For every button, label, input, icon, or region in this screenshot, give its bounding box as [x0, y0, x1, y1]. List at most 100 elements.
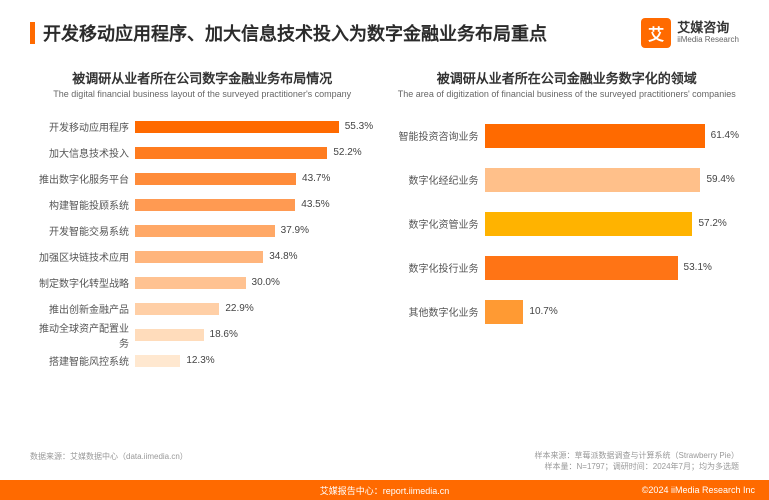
bar-label: 数字化投行业务 — [395, 260, 485, 275]
bar — [485, 124, 705, 148]
bar-label: 加强区块链技术应用 — [30, 249, 135, 264]
bar-value: 30.0% — [252, 277, 280, 288]
footer-right-2: 样本量：N=1797；调研时间：2024年7月；均为多选题 — [535, 462, 739, 472]
bar-value: 59.4% — [706, 174, 734, 185]
bar-row: 构建智能投顾系统 43.5% — [30, 192, 375, 218]
bar-label: 智能投资咨询业务 — [395, 128, 485, 143]
bar-label: 推出创新金融产品 — [30, 301, 135, 316]
bar — [135, 277, 246, 289]
bar-value: 34.8% — [269, 251, 297, 262]
logo-en: iiMedia Research — [677, 36, 739, 45]
bar-row: 智能投资咨询业务 61.4% — [395, 114, 740, 158]
bar-track: 43.5% — [135, 199, 375, 211]
bar-label: 推动全球资产配置业务 — [30, 320, 135, 350]
footer-left: 数据来源：艾媒数据中心（data.iimedia.cn） — [30, 451, 188, 472]
chart-right-bars: 智能投资咨询业务61.4%数字化经纪业务59.4%数字化资管业务57.2%数字化… — [395, 114, 740, 334]
chart-right: 被调研从业者所在公司金融业务数字化的领域 The area of digitiz… — [395, 68, 740, 374]
logo-text: 艾媒咨询 iiMedia Research — [677, 21, 739, 44]
logo-icon: 艾 — [641, 18, 671, 48]
bar-row: 开发移动应用程序 55.3% — [30, 114, 375, 140]
bar-row: 加强区块链技术应用 34.8% — [30, 244, 375, 270]
bar-track: 53.1% — [485, 256, 740, 280]
chart-left: 被调研从业者所在公司数字金融业务布局情况 The digital financi… — [30, 68, 375, 374]
bar — [485, 212, 693, 236]
bar — [135, 251, 263, 263]
bar — [485, 256, 678, 280]
bar-track: 10.7% — [485, 300, 740, 324]
bar-row: 推动全球资产配置业务 18.6% — [30, 322, 375, 348]
bar-track: 59.4% — [485, 168, 740, 192]
bar — [135, 147, 327, 159]
bar-label: 搭建智能风控系统 — [30, 353, 135, 368]
bar-label: 开发智能交易系统 — [30, 223, 135, 238]
bar-value: 61.4% — [711, 130, 739, 141]
bar — [135, 199, 295, 211]
page-title: 开发移动应用程序、加大信息技术投入为数字金融业务布局重点 — [43, 20, 547, 46]
bar — [135, 121, 339, 133]
bar-row: 数字化投行业务 53.1% — [395, 246, 740, 290]
bar-row: 制定数字化转型战略 30.0% — [30, 270, 375, 296]
chart-left-bars: 开发移动应用程序 55.3% 加大信息技术投入 52.2% 推出数字化服务平台 43.7%… — [30, 114, 375, 374]
bar — [135, 303, 219, 315]
charts-container: 被调研从业者所在公司数字金融业务布局情况 The digital financi… — [0, 58, 769, 374]
bar — [485, 300, 524, 324]
bar-row: 加大信息技术投入 52.2% — [30, 140, 375, 166]
bar-label: 开发移动应用程序 — [30, 119, 135, 134]
title-accent-bar — [30, 22, 35, 44]
bar-label: 数字化资管业务 — [395, 216, 485, 231]
bar-track: 18.6% — [135, 329, 375, 341]
bar-label: 推出数字化服务平台 — [30, 171, 135, 186]
logo: 艾 艾媒咨询 iiMedia Research — [641, 18, 739, 48]
bar-track: 61.4% — [485, 124, 740, 148]
bar-value: 57.2% — [698, 218, 726, 229]
logo-cn: 艾媒咨询 — [677, 21, 739, 35]
header: 开发移动应用程序、加大信息技术投入为数字金融业务布局重点 艾 艾媒咨询 iiMe… — [0, 0, 769, 58]
bar-row: 数字化经纪业务 59.4% — [395, 158, 740, 202]
bar-row: 搭建智能风控系统 12.3% — [30, 348, 375, 374]
bar-track: 34.8% — [135, 251, 375, 263]
bar-value: 22.9% — [225, 303, 253, 314]
bar — [135, 225, 275, 237]
chart-left-title-cn: 被调研从业者所在公司数字金融业务布局情况 — [30, 68, 375, 87]
bar-track: 30.0% — [135, 277, 375, 289]
bar-label: 其他数字化业务 — [395, 304, 485, 319]
footer-right: 样本来源：草莓派数据调查与计算系统（Strawberry Pie） 样本量：N=… — [535, 451, 739, 472]
bar — [135, 355, 180, 367]
bar-track: 43.7% — [135, 173, 375, 185]
bar-value: 52.2% — [333, 147, 361, 158]
chart-right-title-en: The area of digitization of financial bu… — [395, 89, 740, 100]
bar-track: 12.3% — [135, 355, 375, 367]
bar — [135, 173, 296, 185]
bar-row: 数字化资管业务 57.2% — [395, 202, 740, 246]
footer-right-1: 样本来源：草莓派数据调查与计算系统（Strawberry Pie） — [535, 451, 739, 461]
bar-label: 数字化经纪业务 — [395, 172, 485, 187]
bar-row: 推出创新金融产品 22.9% — [30, 296, 375, 322]
title-wrap: 开发移动应用程序、加大信息技术投入为数字金融业务布局重点 — [30, 20, 547, 46]
bar-value: 37.9% — [281, 225, 309, 236]
bar — [485, 168, 701, 192]
bar-label: 加大信息技术投入 — [30, 145, 135, 160]
bar-value: 43.5% — [301, 199, 329, 210]
footer-notes: 数据来源：艾媒数据中心（data.iimedia.cn） 样本来源：草莓派数据调… — [30, 451, 739, 472]
bottom-bar: 艾媒报告中心：report.iimedia.cn ©2024 iiMedia R… — [0, 480, 769, 500]
bar — [135, 329, 204, 341]
bottom-center: 艾媒报告中心：report.iimedia.cn — [320, 484, 450, 497]
bar-track: 22.9% — [135, 303, 375, 315]
bar-value: 53.1% — [684, 262, 712, 273]
chart-left-title-en: The digital financial business layout of… — [30, 89, 375, 100]
bottom-copyright: ©2024 iiMedia Research Inc — [642, 485, 755, 495]
chart-right-title-cn: 被调研从业者所在公司金融业务数字化的领域 — [395, 68, 740, 87]
bar-row: 开发智能交易系统 37.9% — [30, 218, 375, 244]
bar-track: 57.2% — [485, 212, 740, 236]
bar-track: 55.3% — [135, 121, 375, 133]
bar-row: 其他数字化业务 10.7% — [395, 290, 740, 334]
bar-track: 37.9% — [135, 225, 375, 237]
bar-value: 43.7% — [302, 173, 330, 184]
bar-value: 18.6% — [210, 329, 238, 340]
bar-label: 制定数字化转型战略 — [30, 275, 135, 290]
bar-track: 52.2% — [135, 147, 375, 159]
bar-label: 构建智能投顾系统 — [30, 197, 135, 212]
bar-value: 12.3% — [186, 355, 214, 366]
bar-value: 10.7% — [529, 306, 557, 317]
bar-value: 55.3% — [345, 121, 373, 132]
